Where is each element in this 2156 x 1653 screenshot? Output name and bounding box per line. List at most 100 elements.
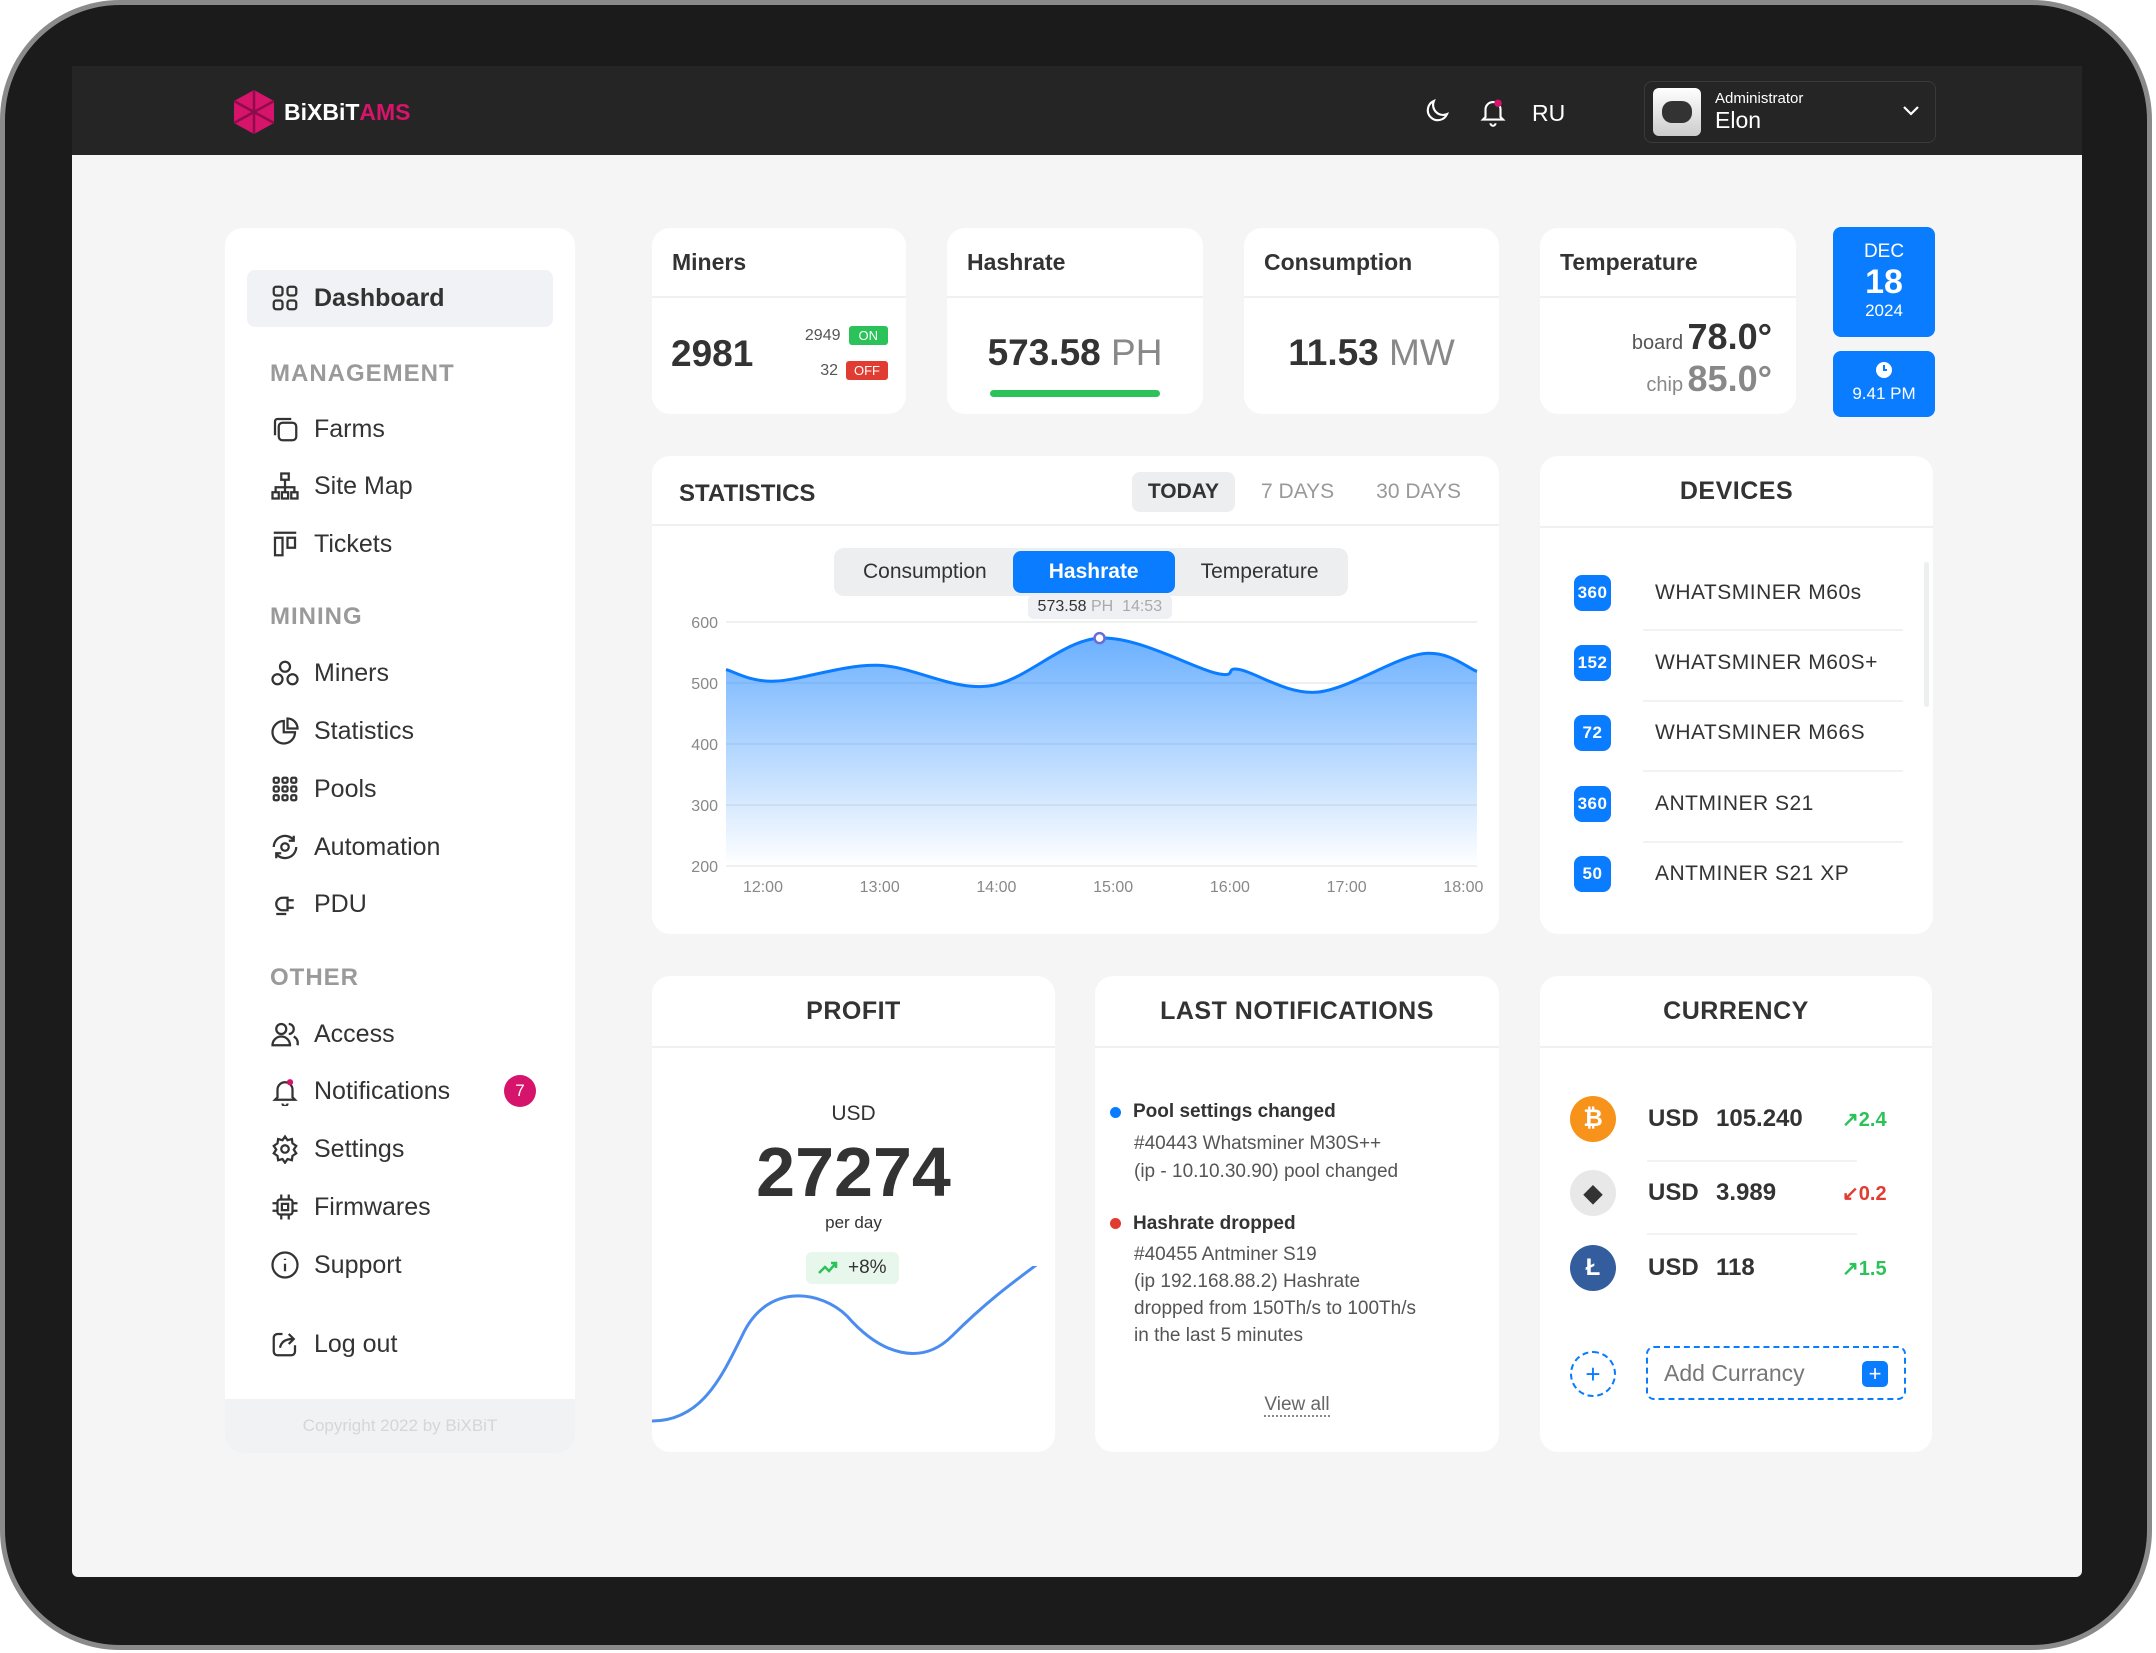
- sidebar-item-dashboard-bg[interactable]: [247, 270, 553, 327]
- x-tick-label: 17:00: [1327, 879, 1367, 896]
- tooltip-time: 14:53: [1122, 598, 1163, 616]
- on-badge: ON: [848, 326, 888, 345]
- time-value: 9.41 PM: [1852, 384, 1916, 403]
- board-temp: 78.0°: [1687, 316, 1772, 357]
- section-other: OTHER: [270, 964, 359, 991]
- sitemap-icon: [271, 472, 299, 500]
- sidebar-item-pools[interactable]: Pools: [270, 769, 377, 809]
- sidebar-item-automation[interactable]: Automation: [270, 827, 440, 867]
- avatar: [1653, 88, 1701, 136]
- hashrate-value: 573.58: [987, 332, 1101, 373]
- sidebar-item-support[interactable]: Support: [270, 1245, 402, 1285]
- notification-item[interactable]: Pool settings changed #40443 Whatsminer …: [1110, 1098, 1398, 1186]
- user-menu[interactable]: Administrator Elon: [1644, 81, 1936, 143]
- consumption-value: 11.53: [1288, 332, 1379, 373]
- x-tick-label: 18:00: [1443, 879, 1483, 896]
- sidebar-item-site-map[interactable]: Site Map: [270, 466, 413, 506]
- sidebar-item-statistics[interactable]: Statistics: [270, 711, 414, 751]
- currency-row[interactable]: Ł USD 118 ↗1.5: [1570, 1244, 1887, 1292]
- brand-logo[interactable]: BiXBiT AMS: [232, 88, 411, 136]
- device-row[interactable]: 152 WHATSMINER M60S+: [1574, 643, 1904, 683]
- litecoin-icon: Ł: [1570, 1245, 1616, 1291]
- device-row[interactable]: 72 WHATSMINER M66S: [1574, 713, 1904, 753]
- sidebar-item-settings[interactable]: Settings: [270, 1129, 404, 1169]
- y-tick-label: 200: [691, 859, 718, 876]
- sidebar-item-firmwares[interactable]: Firmwares: [270, 1187, 431, 1227]
- brand-suffix: AMS: [359, 98, 411, 125]
- logo-icon: [233, 90, 275, 134]
- tab-7-days[interactable]: 7 DAYS: [1261, 480, 1335, 503]
- profit-change: +8%: [848, 1257, 887, 1278]
- profit-value: 27274: [756, 1133, 951, 1211]
- metric-hashrate[interactable]: Hashrate: [1012, 551, 1175, 593]
- view-all-link[interactable]: View all: [1264, 1394, 1330, 1417]
- sidebar-item-label: Pools: [314, 774, 377, 803]
- statistics-title: STATISTICS: [679, 480, 816, 507]
- x-tick-label: 14:00: [976, 879, 1016, 896]
- hashrate-bar: [990, 390, 1160, 397]
- dashboard-grid-icon: [272, 285, 298, 311]
- sidebar-item-notifications[interactable]: Notifications: [270, 1071, 450, 1111]
- notification-line: #40443 Whatsminer M30S++: [1134, 1133, 1382, 1154]
- hashrate-card[interactable]: Hashrate 573.58 PH: [947, 228, 1203, 414]
- hashrate-chart: 600 500 400 300 200 12:00 13:00 14:00 15:00 16:00…: [691, 615, 1483, 896]
- plus-icon[interactable]: +: [1862, 1361, 1888, 1387]
- user-role: Administrator: [1715, 90, 1804, 107]
- devices-scrollbar[interactable]: [1924, 562, 1929, 707]
- tab-today[interactable]: TODAY: [1131, 472, 1236, 512]
- sidebar-item-tickets[interactable]: Tickets: [270, 524, 392, 564]
- temperature-card[interactable]: Temperature board 78.0° chip 85.0°: [1540, 228, 1796, 414]
- x-tick-label: 13:00: [860, 879, 900, 896]
- y-tick-label: 400: [691, 737, 718, 754]
- sidebar-item-dashboard[interactable]: Dashboard: [270, 278, 445, 318]
- device-count-badge: 50: [1574, 856, 1611, 892]
- board-label: board: [1631, 332, 1684, 354]
- tab-30-days[interactable]: 30 DAYS: [1376, 480, 1461, 503]
- sidebar-item-label: Miners: [314, 658, 390, 687]
- notifications-button[interactable]: [1478, 95, 1508, 134]
- bitcoin-icon: ₿: [1570, 1096, 1616, 1142]
- add-currency-input[interactable]: Add Currancy +: [1646, 1346, 1906, 1400]
- sidebar-item-farms[interactable]: Farms: [270, 409, 385, 449]
- automation-gear-icon: [272, 834, 298, 860]
- device-row[interactable]: 360 WHATSMINER M60s: [1574, 573, 1904, 613]
- metric-consumption[interactable]: Consumption: [863, 560, 987, 583]
- logout-icon: [272, 1332, 297, 1357]
- notifications-title: LAST NOTIFICATIONS: [1095, 976, 1499, 1048]
- device-row[interactable]: 360 ANTMINER S21: [1574, 784, 1904, 824]
- miners-card[interactable]: Miners 2981 2949 ON 32 OFF: [652, 228, 906, 414]
- notification-item[interactable]: Hashrate dropped #40455 Antminer S19 (ip…: [1110, 1210, 1416, 1349]
- notifications-card: LAST NOTIFICATIONS Pool settings changed…: [1095, 976, 1499, 1452]
- info-dot-icon: [1110, 1106, 1121, 1118]
- currency-row[interactable]: ₿ USD 105.240 ↗2.4: [1570, 1095, 1887, 1143]
- device-name: WHATSMINER M66S: [1655, 721, 1866, 744]
- metric-temperature[interactable]: Temperature: [1200, 560, 1319, 583]
- notification-title: Hashrate dropped: [1133, 1213, 1296, 1234]
- sidebar-item-label: Site Map: [314, 471, 413, 500]
- date-box: DEC 18 2024: [1833, 227, 1935, 337]
- currency-row[interactable]: ◆ USD 3.989 ↙0.2: [1570, 1169, 1887, 1217]
- date-year: 2024: [1865, 301, 1903, 320]
- dark-mode-toggle[interactable]: [1422, 96, 1452, 131]
- device-row[interactable]: 50 ANTMINER S21 XP: [1574, 854, 1904, 894]
- consumption-card[interactable]: Consumption 11.53 MW: [1244, 228, 1499, 414]
- trend-up-icon: [818, 1261, 838, 1274]
- currency-change: 2.4: [1858, 1108, 1887, 1131]
- chevron-down-icon: [1903, 106, 1919, 116]
- sidebar-item-miners[interactable]: Miners: [270, 653, 389, 693]
- logout-button[interactable]: Log out: [270, 1324, 397, 1364]
- notification-line: dropped from 150Th/s to 100Th/s: [1134, 1298, 1416, 1319]
- tickets-icon: [273, 531, 297, 557]
- sidebar-item-access[interactable]: Access: [270, 1014, 395, 1054]
- notification-line: (ip 192.168.88.2) Hashrate: [1134, 1271, 1361, 1292]
- profit-sparkline: [652, 1266, 1038, 1423]
- y-tick-label: 300: [691, 798, 718, 815]
- alert-dot-icon: [1110, 1218, 1121, 1229]
- sidebar-item-pdu[interactable]: PDU: [270, 884, 367, 924]
- language-switch[interactable]: RU: [1532, 100, 1566, 126]
- clock-icon: [1876, 362, 1892, 378]
- devices-title: DEVICES: [1540, 456, 1933, 528]
- add-currency-circle-button[interactable]: +: [1570, 1351, 1616, 1397]
- highlight-point: [1093, 631, 1106, 645]
- notification-line: in the last 5 minutes: [1134, 1325, 1303, 1346]
